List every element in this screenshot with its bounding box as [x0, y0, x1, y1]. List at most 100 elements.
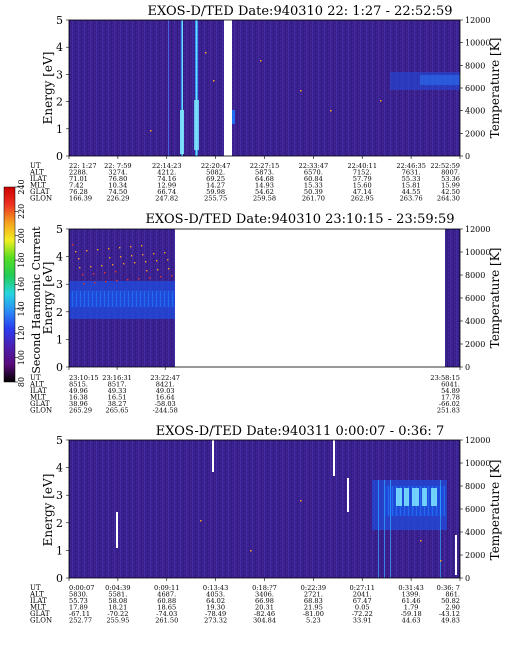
speckle [300, 90, 302, 92]
orbit-row-label: GLAT [30, 188, 50, 196]
speckle [93, 273, 95, 275]
orbit-value: 8515. [69, 381, 88, 389]
orbit-value: 21.95 [304, 604, 323, 612]
orbit-value: 6570. [304, 169, 323, 177]
orbit-value: 53.36 [441, 175, 460, 183]
energy-tick-label: 5 [56, 223, 63, 236]
speckle [83, 283, 85, 285]
speckle [167, 259, 169, 261]
orbit-value: 1.79 [404, 604, 419, 612]
data-glitch [455, 535, 457, 575]
speckle [134, 262, 136, 264]
orbit-value: 38.27 [108, 400, 127, 408]
orbit-value: 255.95 [106, 617, 129, 625]
panel-3-features [116, 440, 457, 578]
orbit-value: 4687. [157, 591, 176, 599]
orbit-value: 7631. [402, 169, 421, 177]
orbit-value: 22:20:47 [201, 162, 231, 170]
speckle [105, 281, 107, 283]
orbit-value: 0:04:39 [105, 584, 130, 592]
speckle [156, 260, 158, 262]
orbit-value: 42.50 [441, 188, 460, 196]
temperature-tick-label: 6000 [465, 505, 485, 514]
orbit-row-label: MLT [30, 604, 46, 612]
temperature-tick-label: 10000 [465, 39, 490, 48]
activity-burst [404, 488, 409, 506]
orbit-value: 5082. [206, 169, 225, 177]
orbit-value: 226.29 [106, 195, 129, 203]
activity-streak [384, 480, 385, 578]
panel-3-temperature-ticks: 0 2000 4000 6000 8000 10000 12000 [460, 436, 490, 583]
orbit-value: 6041. [441, 381, 460, 389]
orbit-value: 251.83 [437, 407, 460, 415]
orbit-row-label: ILAT [30, 597, 47, 605]
orbit-value: 304.84 [253, 617, 276, 625]
speckle [119, 247, 121, 249]
orbit-value: 22:52:59 [430, 162, 460, 170]
data-glitch [347, 478, 349, 512]
orbit-value: 38.96 [69, 400, 88, 408]
orbit-value: 3274. [108, 169, 127, 177]
orbit-value: 262.95 [351, 195, 374, 203]
speckle [116, 280, 118, 282]
speckle [109, 257, 111, 259]
panel-1-energy-axis-label: Energy [eV] [41, 52, 55, 125]
temperature-tick-label: 0 [465, 574, 470, 583]
orbit-value: 7152. [353, 169, 372, 177]
temperature-tick-label: 2000 [465, 129, 485, 138]
speckle [149, 277, 151, 279]
orbit-value: 5.23 [306, 617, 321, 625]
speckle [131, 255, 133, 257]
panel-1-time-ticks [68, 156, 461, 159]
activity-burst [396, 488, 402, 506]
orbit-value: 23:16:31 [102, 374, 132, 382]
band-enhancement [420, 75, 460, 85]
orbit-value: 60.88 [157, 597, 176, 605]
spectral-spike [168, 20, 169, 156]
orbit-value: 2721. [304, 591, 323, 599]
orbit-value: 64.68 [255, 175, 274, 183]
colorbar-tick-label: 140 [17, 301, 26, 316]
orbit-value: 18.65 [157, 604, 176, 612]
colorbar-tick-label: 120 [17, 326, 26, 341]
orbit-value: 16.51 [108, 394, 127, 402]
energy-band-core [69, 291, 175, 307]
orbit-value: 54.89 [441, 387, 460, 395]
spectral-spike [182, 20, 183, 156]
orbit-value: -81.00 [303, 610, 324, 618]
orbit-value: 61.46 [402, 597, 421, 605]
orbit-value: 861. [445, 591, 460, 599]
panel-2-energy-axis-label: Energy [eV] [41, 262, 55, 335]
panel-1-temperature-axis-label: Temperature [K] [488, 38, 502, 139]
colorbar-tick-label: 160 [17, 277, 26, 292]
orbit-value: 264.30 [437, 195, 460, 203]
temperature-tick-label: 8000 [465, 271, 485, 280]
speckle [171, 275, 173, 277]
speckle [420, 540, 422, 542]
orbit-value: 5581. [108, 591, 127, 599]
orbit-value: 17.78 [441, 394, 460, 402]
orbit-row-label: MLT [30, 394, 46, 402]
speckle [250, 550, 252, 552]
orbit-value: 16.38 [69, 394, 88, 402]
orbit-value: 76.28 [69, 188, 88, 196]
panel-1-temperature-ticks: 0 2000 4000 6000 8000 10000 12000 [460, 16, 490, 161]
panel-3-energy-ticks: 0 1 2 3 4 5 [56, 434, 69, 585]
energy-tick-label: 4 [56, 251, 63, 264]
activity-streak [390, 480, 391, 578]
orbit-value: 166.39 [69, 195, 92, 203]
temperature-tick-label: 0 [465, 152, 470, 161]
panel-2: EXOS-D/TED Date:940310 23:10:15 - 23:59:… [29, 212, 502, 415]
orbit-value: 50.39 [304, 188, 323, 196]
orbit-value: -66.02 [439, 400, 460, 408]
orbit-value: 22:27:15 [250, 162, 280, 170]
speckle [123, 263, 125, 265]
orbit-value: 57.79 [353, 175, 372, 183]
temperature-tick-label: 4000 [465, 107, 485, 116]
orbit-value: 74.16 [157, 175, 176, 183]
orbit-value: 18.21 [108, 604, 127, 612]
speckle [157, 269, 159, 271]
speckle [260, 60, 262, 62]
orbit-row-label: MLT [30, 182, 46, 190]
